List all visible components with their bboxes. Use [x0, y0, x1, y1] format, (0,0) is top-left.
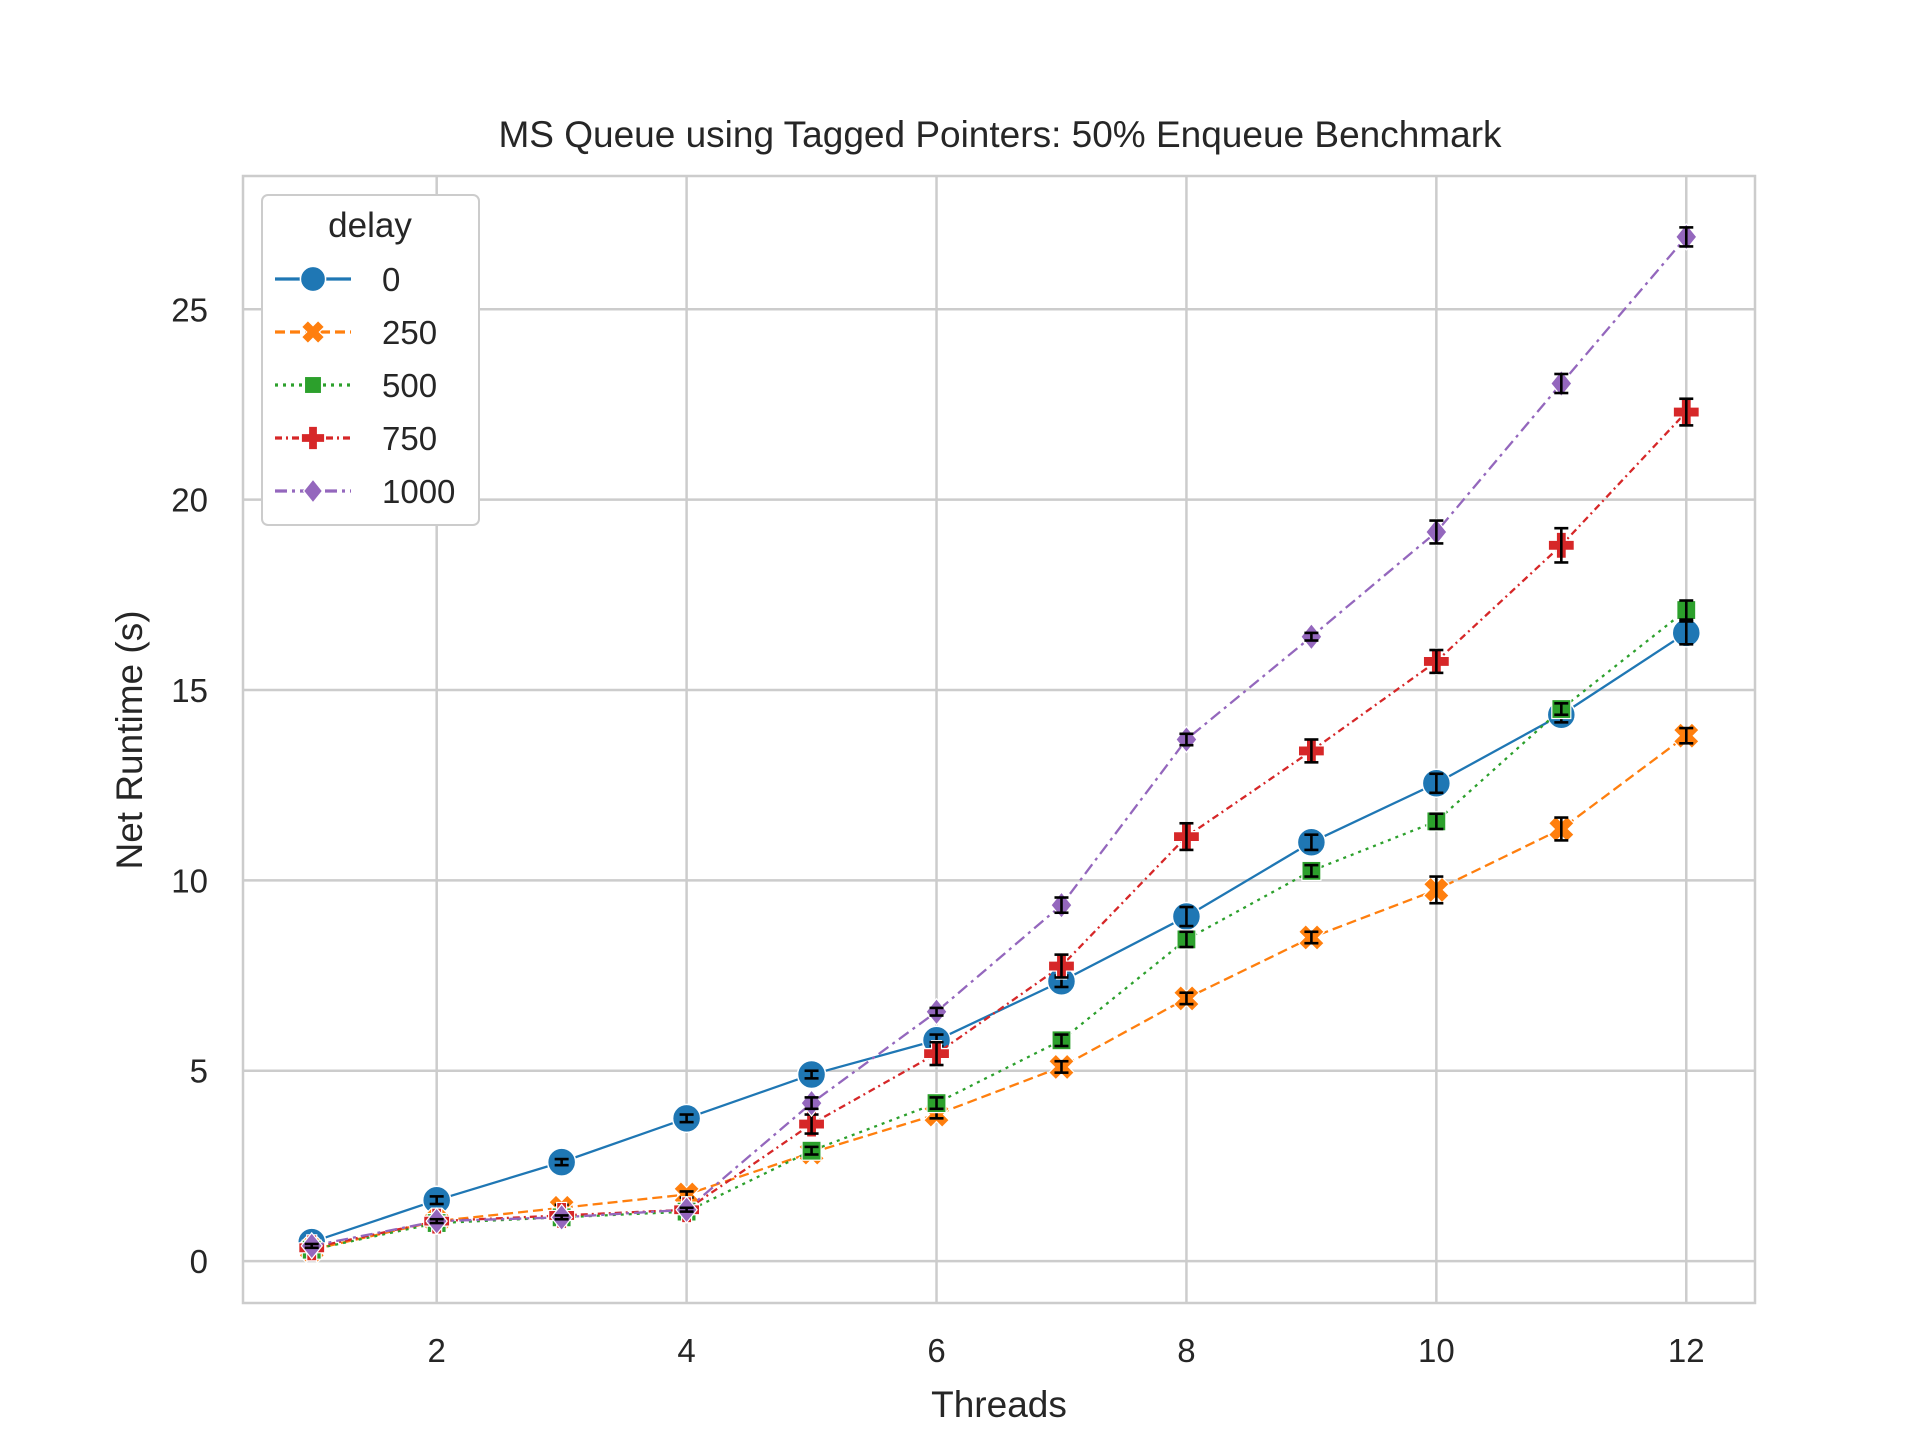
x-tick-label: 10	[1418, 1332, 1455, 1369]
legend-marker	[300, 425, 326, 451]
series-group	[296, 222, 1702, 1264]
series-line	[311, 411, 1688, 1249]
legend-title: delay	[328, 206, 412, 245]
x-axis-label: Threads	[931, 1384, 1067, 1425]
y-tick-label: 0	[190, 1243, 208, 1280]
y-axis: 0 5 10 15 20 25	[171, 291, 208, 1280]
legend-label: 500	[382, 367, 437, 404]
y-tick-label: 15	[171, 672, 208, 709]
legend-item-0: 0	[275, 261, 400, 298]
legend-marker	[300, 319, 326, 345]
legend: delay 0 250 500 750 1000	[261, 194, 480, 526]
y-tick-label: 10	[171, 862, 208, 899]
legend-item-500: 500	[275, 367, 437, 404]
x-tick-label: 2	[428, 1332, 446, 1369]
series-line	[311, 734, 1687, 1251]
legend-label: 1000	[382, 473, 455, 510]
y-tick-label: 20	[171, 482, 208, 519]
legend-marker	[303, 375, 323, 395]
x-tick-label: 4	[677, 1332, 695, 1369]
series-1000	[300, 222, 1698, 1260]
legend-items: 0 250 500 750 1000	[275, 261, 455, 510]
x-tick-label: 8	[1177, 1332, 1195, 1369]
chart-title: MS Queue using Tagged Pointers: 50% Enqu…	[498, 114, 1502, 155]
x-tick-label: 12	[1668, 1332, 1705, 1369]
legend-label: 250	[382, 314, 437, 351]
legend-item-1000: 1000	[275, 473, 455, 510]
legend-item-750: 750	[275, 420, 437, 457]
x-axis: 2 4 6 8 10 12	[428, 1332, 1705, 1369]
plot-frame	[241, 174, 1757, 1305]
plot-area	[243, 176, 1755, 1303]
legend-marker	[302, 478, 324, 504]
legend-marker	[299, 265, 327, 293]
legend-label: 750	[382, 420, 437, 457]
y-tick-label: 5	[190, 1053, 208, 1090]
legend-item-250: 250	[275, 314, 437, 351]
legend-label: 0	[382, 261, 400, 298]
series-line	[311, 236, 1688, 1248]
y-axis-label: Net Runtime (s)	[109, 610, 150, 869]
x-tick-label: 6	[927, 1332, 945, 1369]
y-tick-label: 25	[171, 291, 208, 328]
grid	[243, 176, 1755, 1303]
